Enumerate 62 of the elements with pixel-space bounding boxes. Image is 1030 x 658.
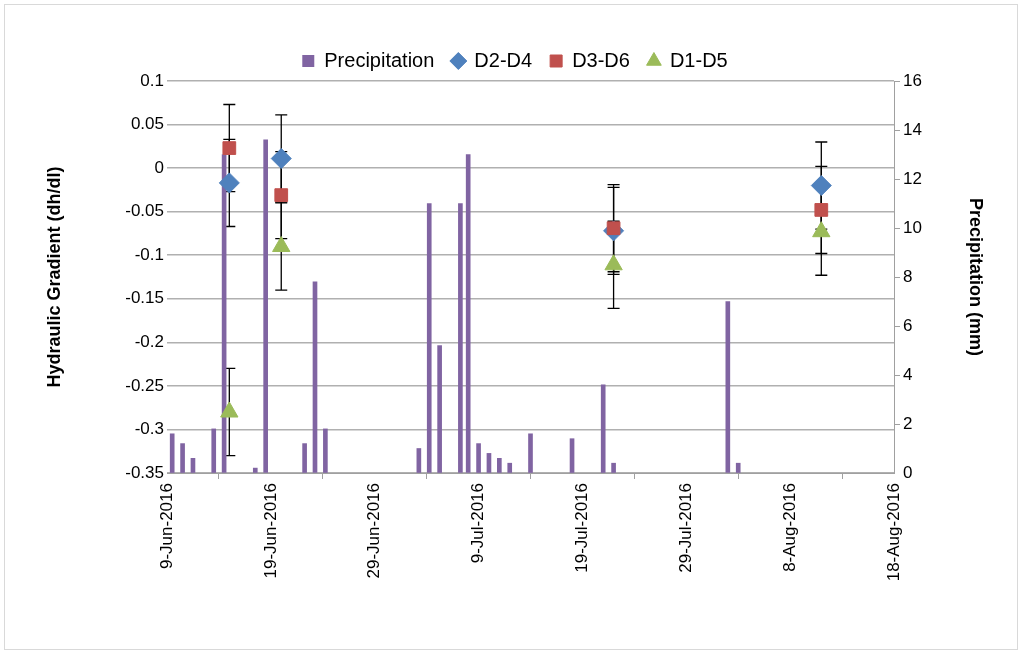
point (218, 172, 240, 194)
x-tick-label: 29-Jun-2016 (364, 483, 384, 579)
point (604, 254, 623, 271)
y2-tick-label: 10 (903, 217, 922, 237)
point (270, 148, 292, 170)
point (812, 221, 831, 238)
bar (465, 154, 471, 473)
x-tick-label: 9-Jun-2016 (156, 483, 176, 570)
y-tick-label: -0.05 (125, 201, 164, 221)
y2-tick-label: 4 (903, 364, 913, 384)
y2-tick-label: 2 (903, 413, 913, 433)
bar (725, 301, 731, 473)
y-tick-label: -0.35 (125, 462, 164, 482)
x-tick-label: 8-Aug-2016 (779, 483, 799, 572)
bar (211, 428, 217, 473)
bar (600, 384, 606, 473)
bar (507, 462, 513, 473)
y-tick-label: 0 (154, 157, 164, 177)
bar (476, 443, 481, 473)
y2-tick-label: 0 (903, 462, 913, 482)
legend-label: D1-D5 (669, 48, 728, 71)
bar (323, 428, 328, 473)
legend-label: D2-D4 (474, 48, 533, 71)
bar (180, 443, 185, 473)
bar (302, 443, 307, 473)
y-tick-label: -0.15 (125, 288, 164, 308)
x-tick-label: 18-Aug-2016 (883, 483, 903, 582)
y-tick-label: -0.2 (134, 332, 164, 352)
y-tick-label: -0.3 (134, 419, 164, 439)
y2-axis-title: Precipitation (mm) (966, 197, 987, 357)
y2-tick-label: 16 (903, 70, 922, 90)
point (814, 203, 829, 217)
bar (611, 462, 616, 473)
bar (497, 457, 502, 473)
bar (437, 345, 442, 473)
y-tick-label: 0.05 (130, 114, 164, 134)
legend-label: Precipitation (324, 48, 435, 71)
y-tick-label: -0.25 (125, 375, 164, 395)
x-tick-label: 19-Jul-2016 (572, 483, 592, 573)
point (810, 175, 832, 197)
y-axis-title: Hydraulic Gradient (dh/dl) (43, 166, 64, 388)
bar (263, 139, 268, 473)
bar (426, 203, 432, 473)
y2-tick-label: 8 (903, 266, 913, 286)
bar (252, 467, 258, 473)
point (220, 401, 239, 418)
point (274, 188, 289, 202)
point (222, 141, 237, 155)
x-tick-label: 29-Jul-2016 (675, 483, 695, 573)
y2-tick-label: 12 (903, 168, 922, 188)
y-tick-label: -0.1 (134, 244, 164, 264)
x-tick-label: 19-Jun-2016 (260, 483, 280, 579)
bar (735, 462, 741, 473)
point (272, 236, 291, 253)
bar (528, 433, 533, 473)
x-tick-label: 9-Jul-2016 (468, 483, 488, 564)
legend-label: D3-D6 (572, 48, 630, 71)
bar (169, 433, 175, 473)
y2-tick-label: 14 (903, 119, 922, 139)
bar (458, 203, 463, 473)
y2-tick-label: 6 (903, 315, 913, 335)
y-tick-label: 0.1 (140, 70, 164, 90)
